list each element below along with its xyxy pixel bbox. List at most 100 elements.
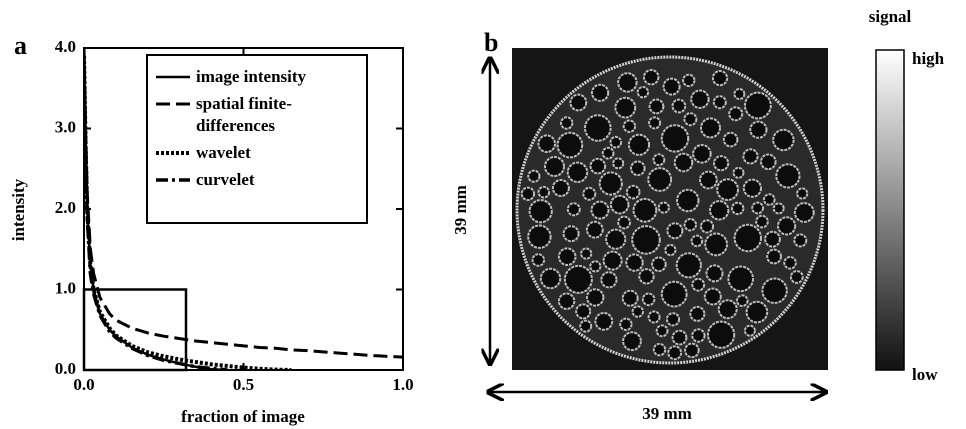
bubble <box>673 331 687 345</box>
bubble <box>713 71 727 85</box>
bubble <box>776 164 799 187</box>
bubble <box>684 113 696 125</box>
bubble <box>633 306 643 316</box>
bubble <box>690 307 704 321</box>
bubble <box>705 234 727 256</box>
bubble <box>683 75 694 86</box>
colorbar-high: high <box>912 49 945 68</box>
bubble <box>559 248 576 265</box>
bubble <box>559 294 574 309</box>
y-tick-label: 2.0 <box>55 198 76 217</box>
bubble <box>707 265 723 281</box>
bubble <box>714 156 728 170</box>
bubble <box>603 148 614 159</box>
bubble <box>667 223 682 238</box>
legend-label: wavelet <box>196 142 346 164</box>
bubble <box>627 186 640 199</box>
bubble <box>601 272 616 287</box>
colorbar <box>876 50 904 370</box>
bubble <box>613 158 623 168</box>
bubble <box>667 313 679 325</box>
bubble <box>724 133 738 147</box>
bubble <box>648 168 671 191</box>
bubble <box>665 245 675 255</box>
bubble <box>693 145 711 163</box>
bubble <box>580 321 591 332</box>
x-axis-label: fraction of image <box>181 407 305 426</box>
legend-swatch <box>156 100 190 108</box>
x-tick-label: 0.0 <box>73 375 94 394</box>
bubble <box>705 289 721 305</box>
bubble <box>762 279 786 303</box>
bubble <box>795 203 814 222</box>
bubble <box>591 159 606 174</box>
bubble <box>764 194 775 205</box>
bubble <box>644 70 658 84</box>
bubble <box>639 269 653 283</box>
colorbar-low: low <box>912 365 938 384</box>
bubble <box>553 180 569 196</box>
bubble <box>576 304 590 318</box>
bubble <box>623 291 638 306</box>
bubble <box>654 344 665 355</box>
bubble <box>649 312 660 323</box>
bubble <box>750 122 766 138</box>
y-tick-label: 1.0 <box>55 278 76 297</box>
bubble <box>539 187 550 198</box>
bubble <box>545 157 564 176</box>
bubble <box>784 257 796 269</box>
bubble <box>701 220 713 232</box>
bubble <box>530 200 552 222</box>
bubble <box>767 250 781 264</box>
bubble <box>611 137 622 148</box>
bubble <box>662 282 687 307</box>
x-tick-label: 1.0 <box>392 375 413 394</box>
legend-entry: curvelet <box>156 169 360 191</box>
bubble <box>564 226 579 241</box>
legend-entry: spatial finite-differences <box>156 93 360 137</box>
bubble <box>761 155 776 170</box>
bubble <box>728 267 753 292</box>
height-label: 39 mm <box>451 185 470 235</box>
page: {"chart_data": { "type": "line", "panel_… <box>0 0 966 429</box>
bubble <box>745 326 755 336</box>
bubble <box>677 190 698 211</box>
bubble <box>700 172 717 189</box>
bubble <box>675 154 693 172</box>
bubble <box>692 236 703 247</box>
bubble <box>691 91 708 108</box>
bubble <box>692 279 704 291</box>
bubble <box>747 302 768 323</box>
bubble <box>629 135 649 155</box>
bubble <box>618 217 630 229</box>
bubble <box>631 162 645 176</box>
bubble <box>657 325 668 336</box>
bubble <box>606 230 625 249</box>
bubble <box>729 107 742 120</box>
bubble <box>615 98 635 118</box>
legend-label: spatial finite-differences <box>196 93 346 137</box>
bubble <box>650 100 664 114</box>
bubble <box>570 95 586 111</box>
bubble <box>541 269 560 288</box>
figure: a intensity fraction of image b 39 mm 39… <box>0 0 966 429</box>
bubble <box>745 93 771 119</box>
bubble <box>734 89 744 99</box>
bubble <box>719 300 737 318</box>
bubble <box>701 118 720 137</box>
bubble <box>528 171 539 182</box>
bubble <box>778 217 795 234</box>
bubble <box>794 234 806 246</box>
bubble <box>611 196 629 214</box>
bubble <box>685 344 699 358</box>
bubble <box>581 249 591 259</box>
bubble <box>743 149 757 163</box>
bubble <box>638 87 648 97</box>
bubble <box>568 163 587 182</box>
bubble <box>623 332 641 350</box>
bubble <box>692 329 704 341</box>
bubble <box>643 294 655 306</box>
legend-swatch <box>156 149 190 157</box>
bubble <box>533 254 545 266</box>
